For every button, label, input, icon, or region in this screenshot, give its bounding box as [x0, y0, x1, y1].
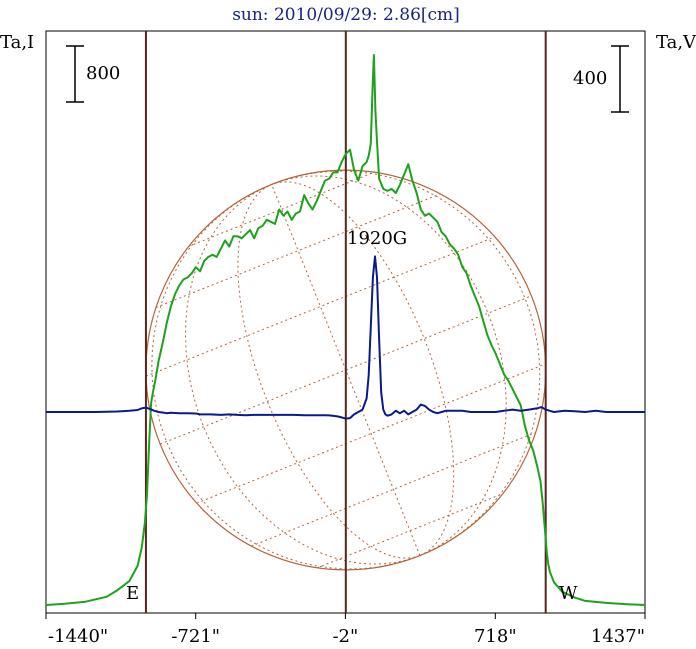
right-scale-value: 400 — [573, 68, 607, 89]
latitude-gridline — [317, 493, 503, 569]
stokes-v-series-line — [46, 255, 645, 420]
latitude-gridline — [188, 171, 375, 247]
stokes-i-series-line — [45, 54, 646, 606]
right-scale-bar: 400 — [573, 45, 629, 113]
left-scale-value: 800 — [86, 63, 120, 84]
longitude-gridline — [271, 181, 455, 557]
latitude-gridline — [160, 295, 532, 445]
chart-title: sun: 2010/09/29: 2.86[cm] — [232, 5, 460, 25]
longitude-gridline — [237, 183, 421, 559]
left-scale-bar: 800 — [66, 45, 120, 103]
east-limb-label: E — [126, 583, 139, 604]
left-axis-label: Ta,I — [0, 32, 34, 53]
latitude-gridline — [155, 193, 441, 308]
longitude-gridline — [271, 184, 421, 556]
west-limb-label: W — [559, 583, 578, 604]
peak-annotation: 1920G — [347, 228, 407, 249]
x-tick-label: 718" — [474, 626, 517, 647]
right-axis-label: Ta,V — [656, 32, 696, 53]
latitude-gridline — [251, 432, 536, 547]
longitude-gridline — [271, 170, 541, 557]
series-layer — [45, 54, 646, 606]
x-tick-label: -2" — [332, 626, 358, 647]
x-tick-label: -1440" — [48, 626, 108, 647]
x-axis-ticks: -1440" -721" -2" 718" 1437" — [45, 613, 646, 647]
x-tick-label: 1437" — [591, 626, 645, 647]
x-tick-label: -721" — [171, 626, 220, 647]
longitude-gridline — [151, 183, 421, 570]
